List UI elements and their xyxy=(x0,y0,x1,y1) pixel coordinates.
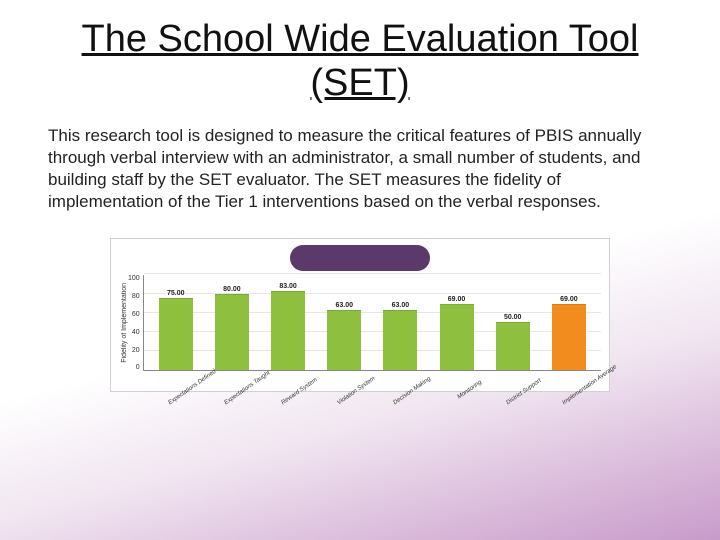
chart-xtick: Monitoring xyxy=(444,373,483,406)
chart-bar-value-label: 63.00 xyxy=(392,302,410,309)
chart-ytick: 60 xyxy=(128,311,140,318)
chart-bar xyxy=(383,310,417,370)
chart-xtick: Implementation Average xyxy=(557,373,596,406)
chart-bar xyxy=(327,310,361,370)
chart-bar-column: 80.00 xyxy=(213,286,251,371)
chart-bar-value-label: 50.00 xyxy=(504,314,522,321)
body-paragraph: This research tool is designed to measur… xyxy=(48,125,672,212)
chart-bar-column: 69.00 xyxy=(438,296,476,370)
chart-xtick: Expectations Defined xyxy=(163,373,202,406)
chart-xtick: Decision Making xyxy=(388,373,427,406)
chart-ylabel: Fidelity of Implementation xyxy=(119,283,128,363)
set-chart: Fidelity of Implementation 100806040200 … xyxy=(110,238,610,392)
chart-xtick: Reward System xyxy=(275,373,314,406)
page-title: The School Wide Evaluation Tool (SET) xyxy=(48,18,672,105)
chart-ytick: 100 xyxy=(128,275,140,282)
chart-bar-column: 63.00 xyxy=(381,302,419,370)
chart-xtick: District Support xyxy=(500,373,539,406)
chart-gridline xyxy=(144,273,601,274)
chart-bar-value-label: 69.00 xyxy=(560,296,578,303)
chart-ytick: 0 xyxy=(128,364,140,371)
chart-bar-value-label: 80.00 xyxy=(223,286,241,293)
chart-bar-column: 83.00 xyxy=(269,283,307,371)
chart-bar-column: 69.00 xyxy=(550,296,588,370)
chart-bar-column: 75.00 xyxy=(157,290,195,370)
chart-bar-value-label: 83.00 xyxy=(279,283,297,290)
chart-bar-value-label: 69.00 xyxy=(448,296,466,303)
chart-title-pill xyxy=(290,245,430,271)
chart-plot-area: 75.00 80.00 83.00 63.00 63.00 69.00 50.00 69.00 xyxy=(143,275,601,371)
chart-bar-column: 63.00 xyxy=(325,302,363,370)
chart-bar-value-label: 63.00 xyxy=(335,302,353,309)
chart-xtick: Expectations Taught xyxy=(219,373,258,406)
chart-xtick: Violation System xyxy=(332,373,371,406)
chart-xticks: Expectations DefinedExpectations TaughtR… xyxy=(143,371,601,387)
chart-bar xyxy=(496,322,530,370)
chart-bar-column: 50.00 xyxy=(494,314,532,370)
chart-ytick: 20 xyxy=(128,347,140,354)
chart-bar xyxy=(271,291,305,371)
chart-ytick: 80 xyxy=(128,293,140,300)
chart-ytick: 40 xyxy=(128,329,140,336)
chart-bar xyxy=(159,298,193,370)
slide: The School Wide Evaluation Tool (SET) Th… xyxy=(0,0,720,540)
chart-bar xyxy=(440,304,474,370)
chart-bar xyxy=(552,304,586,370)
chart-yticks: 100 80 60 40 20 0 xyxy=(128,275,143,371)
chart-bar xyxy=(215,294,249,371)
chart-bar-value-label: 75.00 xyxy=(167,290,185,297)
chart-plot-row: Fidelity of Implementation 100806040200 … xyxy=(119,275,601,371)
